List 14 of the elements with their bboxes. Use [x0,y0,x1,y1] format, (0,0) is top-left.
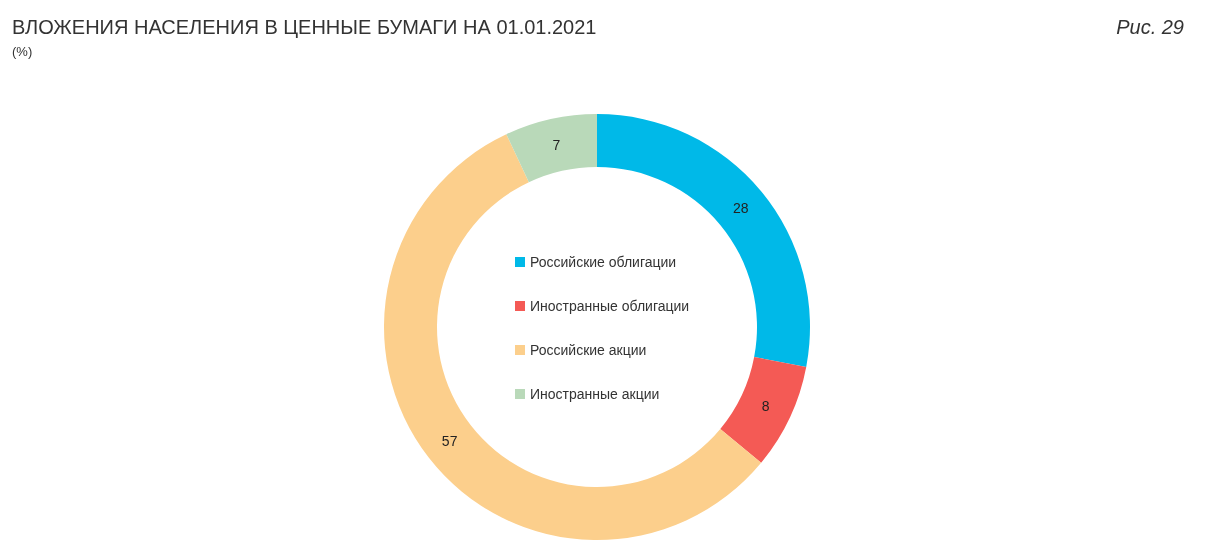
donut-slice [384,134,762,540]
data-label: 28 [732,200,749,217]
donut-slice [720,356,807,463]
legend-label: Российские акции [530,342,647,358]
donut-slice [506,114,597,183]
data-label: 8 [761,398,770,415]
legend-label: Иностранные облигации [530,298,690,314]
legend-label: Иностранные акции [530,386,660,402]
text: (%) [12,44,33,59]
legend-label: Российские облигации [530,254,677,270]
text: Рис. 29 [1116,16,1184,38]
data-label: 7 [552,136,561,153]
chart-title: ВЛОЖЕНИЯ НАСЕЛЕНИЯ В ЦЕННЫЕ БУМАГИ НА 01.01.2021 [12,16,597,38]
data-label: 57 [441,433,458,450]
